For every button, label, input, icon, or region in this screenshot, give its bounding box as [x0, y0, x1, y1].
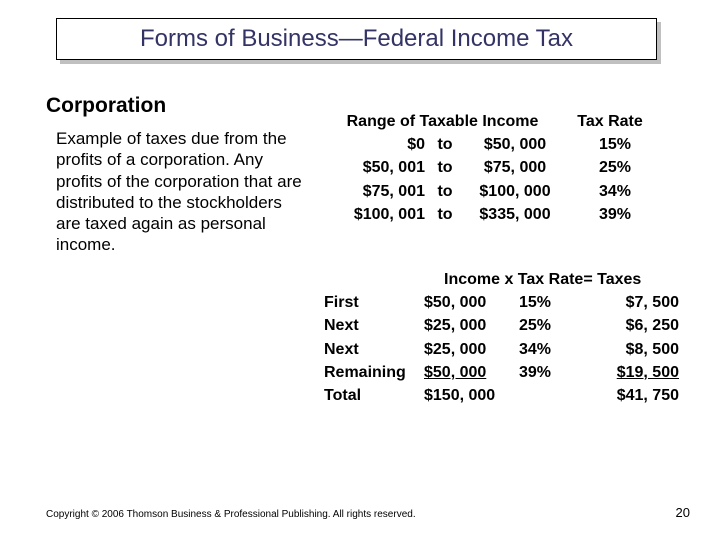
calc-tax: $6, 250 — [589, 314, 679, 337]
calc-row: Total $150, 000 $41, 750 — [324, 384, 679, 407]
bracket-header: Range of Taxable Income Tax Rate — [330, 110, 665, 133]
calc-income: $50, 000 — [424, 291, 519, 314]
bracket-to: $335, 000 — [465, 203, 565, 226]
bracket-to: $50, 000 — [465, 133, 565, 156]
calc-label: First — [324, 291, 424, 314]
bracket-rate: 39% — [565, 203, 665, 226]
calc-table: Income x Tax Rate= Taxes First $50, 000 … — [324, 268, 679, 407]
calc-label: Next — [324, 338, 424, 361]
calc-row: Next $25, 000 34% $8, 500 — [324, 338, 679, 361]
bracket-toword: to — [425, 156, 465, 179]
bracket-from: $75, 001 — [330, 180, 425, 203]
calc-tax: $7, 500 — [589, 291, 679, 314]
calc-rate: 39% — [519, 361, 589, 384]
calc-label: Remaining — [324, 361, 424, 384]
calc-rate: 34% — [519, 338, 589, 361]
bracket-from: $50, 001 — [330, 156, 425, 179]
calc-row: First $50, 000 15% $7, 500 — [324, 291, 679, 314]
calc-income: $150, 000 — [424, 384, 519, 407]
calc-header: Income x Tax Rate= Taxes — [324, 268, 679, 291]
bracket-row: $0 to $50, 000 15% — [330, 133, 665, 156]
bracket-row: $75, 001 to $100, 000 34% — [330, 180, 665, 203]
bracket-from: $0 — [330, 133, 425, 156]
footer-page-number: 20 — [676, 505, 690, 520]
bracket-row: $100, 001 to $335, 000 39% — [330, 203, 665, 226]
calc-row: Remaining $50, 000 39% $19, 500 — [324, 361, 679, 384]
calc-row: Next $25, 000 25% $6, 250 — [324, 314, 679, 337]
calc-rate: 25% — [519, 314, 589, 337]
page-title: Forms of Business—Federal Income Tax — [140, 25, 573, 53]
bracket-row: $50, 001 to $75, 000 25% — [330, 156, 665, 179]
bracket-table: Range of Taxable Income Tax Rate $0 to $… — [330, 110, 665, 226]
calc-rate — [519, 384, 589, 407]
bracket-from: $100, 001 — [330, 203, 425, 226]
bracket-rate: 15% — [565, 133, 665, 156]
bracket-header-rate: Tax Rate — [555, 110, 665, 133]
bracket-header-range: Range of Taxable Income — [330, 110, 555, 133]
footer-copyright: Copyright © 2006 Thomson Business & Prof… — [46, 509, 416, 520]
body-paragraph: Example of taxes due from the profits of… — [56, 128, 306, 256]
calc-tax: $19, 500 — [589, 361, 679, 384]
calc-rate: 15% — [519, 291, 589, 314]
bracket-toword: to — [425, 203, 465, 226]
title-box: Forms of Business—Federal Income Tax — [56, 18, 657, 60]
calc-label: Next — [324, 314, 424, 337]
calc-income: $25, 000 — [424, 314, 519, 337]
bracket-toword: to — [425, 180, 465, 203]
calc-label: Total — [324, 384, 424, 407]
bracket-rate: 25% — [565, 156, 665, 179]
bracket-rate: 34% — [565, 180, 665, 203]
calc-tax: $41, 750 — [589, 384, 679, 407]
bracket-toword: to — [425, 133, 465, 156]
calc-income: $25, 000 — [424, 338, 519, 361]
subtitle: Corporation — [46, 94, 166, 118]
calc-tax: $8, 500 — [589, 338, 679, 361]
bracket-to: $100, 000 — [465, 180, 565, 203]
bracket-to: $75, 000 — [465, 156, 565, 179]
calc-income: $50, 000 — [424, 361, 519, 384]
